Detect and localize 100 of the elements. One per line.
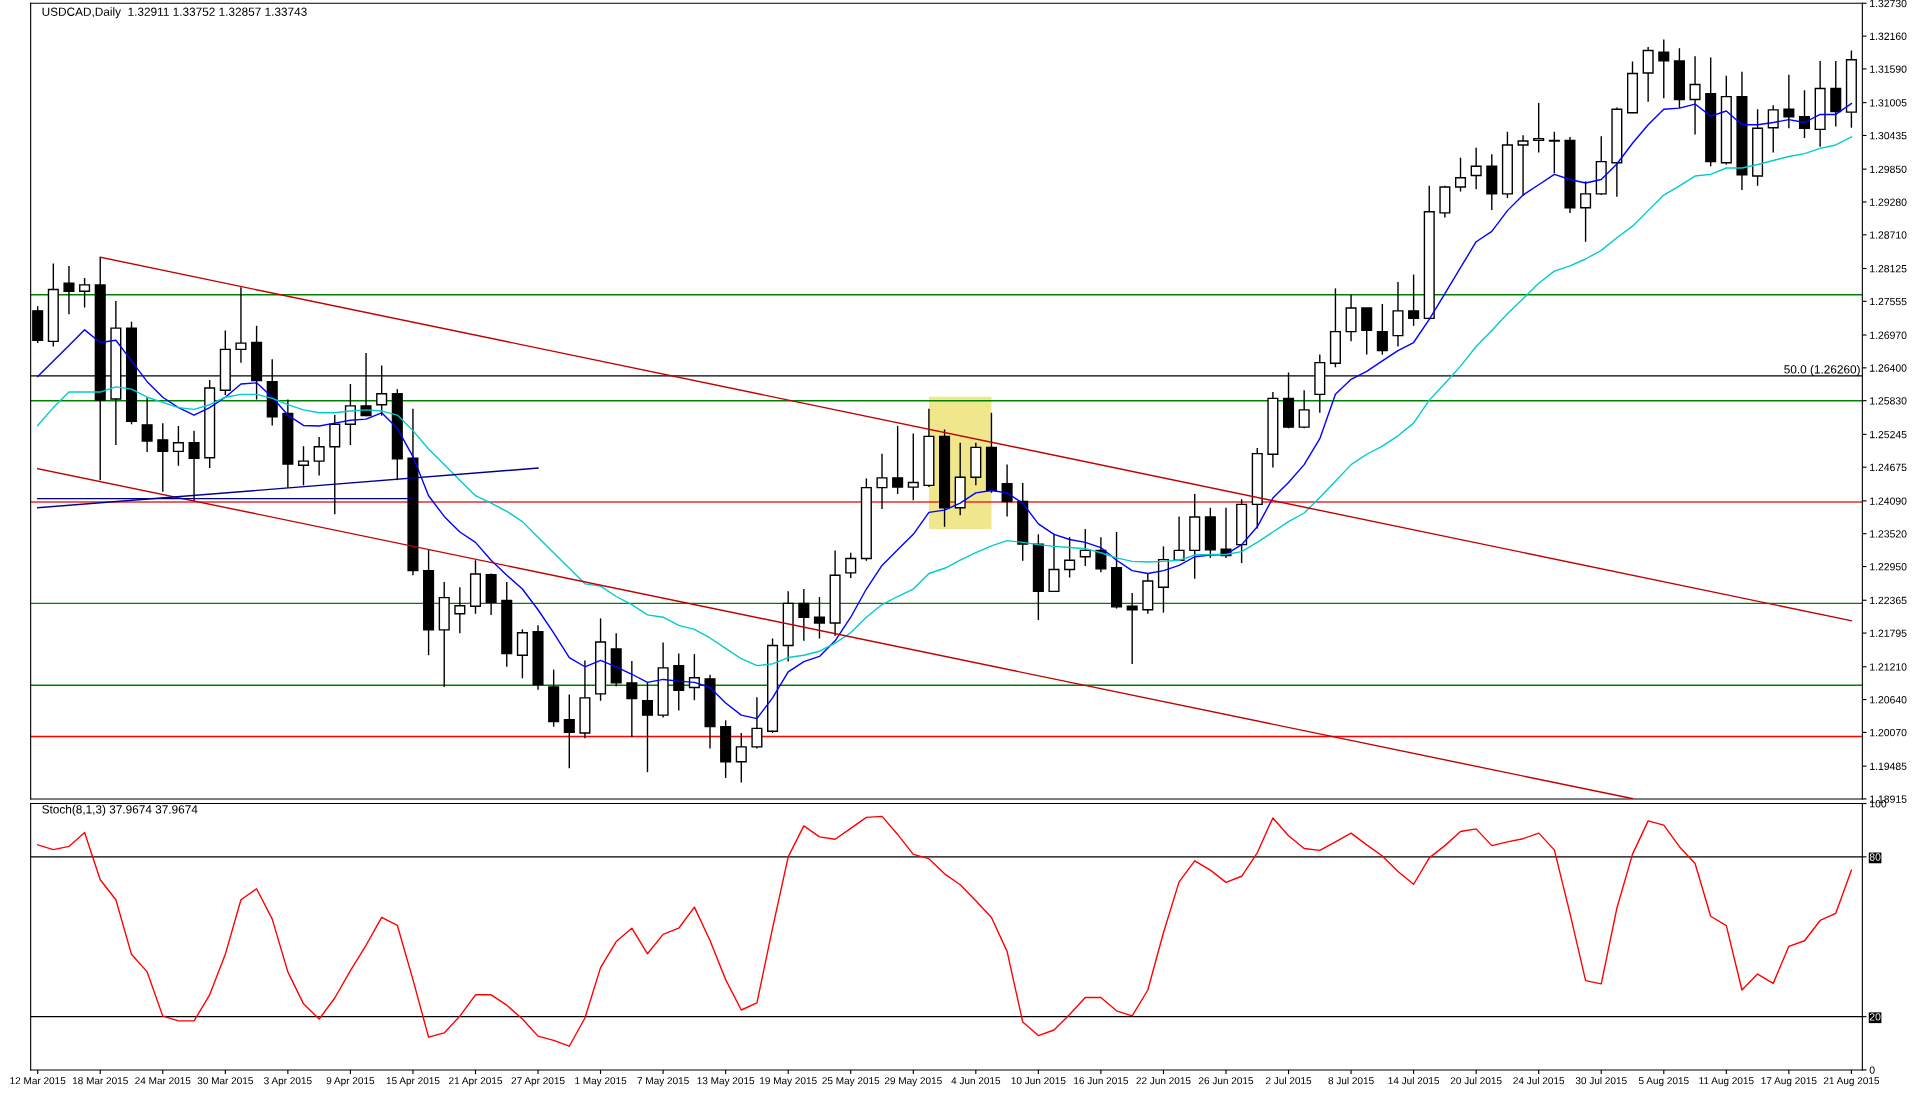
- y-tick-label: 20: [1869, 1013, 1881, 1021]
- x-tick-label: 5 Aug 2015: [1638, 1077, 1689, 1087]
- x-tick-label: 19 May 2015: [760, 1077, 817, 1087]
- candlestick: [1376, 303, 1388, 356]
- candlestick: [454, 586, 466, 635]
- candlestick: [907, 432, 919, 502]
- y-tick-label: 80: [1869, 853, 1881, 861]
- candlestick: [1345, 294, 1357, 343]
- candlestick: [1454, 156, 1467, 193]
- candlestick: [1470, 147, 1482, 191]
- candlestick: [141, 396, 153, 453]
- candlestick: [516, 628, 528, 679]
- x-tick-label: 7 May 2015: [637, 1077, 689, 1087]
- candlestick: [563, 693, 575, 769]
- y-tick-label: 0: [1869, 1066, 1875, 1074]
- x-tick-label: 10 Jun 2015: [1011, 1077, 1066, 1085]
- line-series: [36, 815, 1853, 1047]
- x-tick-label: 20 Jul 2015: [1450, 1076, 1502, 1085]
- y-tick-label: 1.21210: [1870, 663, 1907, 671]
- y-tick-label: 1.32160: [1870, 32, 1907, 40]
- candlestick: [1642, 46, 1654, 103]
- x-tick-label: 12 Mar 2015: [10, 1077, 66, 1085]
- candlestick: [1408, 273, 1420, 327]
- candlestick: [1517, 134, 1529, 197]
- x-tick-label: 25 May 2015: [822, 1077, 880, 1087]
- candlestick: [813, 596, 826, 640]
- y-tick-label: 1.25245: [1870, 430, 1907, 439]
- chart-title: USDCAD,Daily 1.32911 1.33752 1.32857 1.33743: [42, 7, 307, 19]
- candlestick: [172, 425, 184, 467]
- candlestick: [1830, 60, 1842, 128]
- ref-line-label: 50.0 (1.26260): [1784, 364, 1860, 376]
- y-tick-label: 1.20070: [1870, 728, 1907, 737]
- y-tick-label: 1.24675: [1870, 463, 1907, 472]
- candlestick: [1048, 533, 1060, 593]
- candlestick: [751, 696, 763, 750]
- y-tick-label: 1.28125: [1870, 265, 1907, 273]
- y-tick-label: 1.27555: [1870, 297, 1907, 306]
- y-tick-label: 1.22365: [1870, 596, 1907, 605]
- x-tick-label: 22 Jun 2015: [1136, 1077, 1191, 1085]
- x-tick-label: 14 Jul 2015: [1388, 1076, 1440, 1085]
- x-tick-label: 27 Apr 2015: [511, 1077, 565, 1087]
- candlestick: [1095, 536, 1107, 574]
- candlestick: [1001, 463, 1013, 518]
- x-tick-label: 24 Jul 2015: [1513, 1076, 1565, 1085]
- candlestick: [735, 732, 747, 784]
- y-tick-label: 1.21795: [1870, 629, 1907, 637]
- candlestick: [1298, 389, 1310, 430]
- y-tick-label: 1.32730: [1870, 0, 1907, 8]
- x-tick-label: 4 Jun 2015: [951, 1077, 1001, 1085]
- y-tick-label: 1.24090: [1870, 497, 1907, 505]
- x-tick-label: 15 Apr 2015: [386, 1077, 440, 1087]
- candlestick: [63, 265, 75, 315]
- candlestick: [313, 436, 325, 477]
- candlestick: [1689, 55, 1701, 136]
- y-tick-label: 1.19485: [1870, 762, 1907, 770]
- y-tick-label: 1.26970: [1870, 331, 1907, 339]
- x-tick-label: 17 Aug 2015: [1761, 1077, 1817, 1087]
- candlestick: [626, 660, 638, 738]
- y-tick-label: 1.31590: [1870, 65, 1907, 73]
- x-tick-label: 3 Apr 2015: [264, 1077, 312, 1087]
- x-tick-label: 21 Aug 2015: [1823, 1077, 1880, 1087]
- y-tick-label: 1.23520: [1870, 530, 1907, 538]
- y-tick-label: 1.26400: [1870, 364, 1907, 372]
- x-tick-label: 29 May 2015: [884, 1077, 942, 1087]
- x-tick-label: 26 Jun 2015: [1198, 1077, 1254, 1085]
- candlestick: [79, 277, 91, 309]
- y-tick-label: 1.29280: [1870, 198, 1907, 206]
- y-tick-label: 1.28710: [1870, 231, 1907, 239]
- candlestick: [329, 414, 341, 515]
- candlestick: [1548, 131, 1560, 174]
- x-tick-label: 16 Jun 2015: [1074, 1077, 1129, 1085]
- candlestick: [876, 452, 888, 510]
- candlestick: [157, 422, 169, 493]
- x-tick-label: 18 Mar 2015: [72, 1077, 128, 1085]
- candlestick: [892, 425, 904, 495]
- x-tick-label: 9 Apr 2015: [326, 1077, 375, 1087]
- x-tick-label: 24 Mar 2015: [135, 1077, 191, 1085]
- x-tick-label: 8 Jul 2015: [1328, 1076, 1374, 1085]
- y-tick-label: 1.22950: [1870, 563, 1907, 571]
- candlestick: [297, 445, 310, 487]
- candlestick: [1533, 102, 1545, 154]
- x-tick-label: 30 Mar 2015: [197, 1077, 253, 1085]
- candlestick: [235, 286, 247, 364]
- candlestick: [1079, 528, 1091, 567]
- y-tick-label: 1.25830: [1870, 397, 1907, 405]
- x-tick-label: 1 May 2015: [575, 1077, 627, 1087]
- y-tick-label: 1.29850: [1870, 165, 1907, 174]
- candlestick: [1767, 104, 1779, 154]
- candlestick: [1064, 536, 1076, 579]
- candlestick: [641, 681, 654, 773]
- y-tick-label: 1.30435: [1870, 131, 1907, 140]
- chart-title: Stoch(8,1,3) 37.9674 37.9674: [42, 804, 198, 816]
- x-tick-label: 30 Jul 2015: [1575, 1076, 1627, 1085]
- candlestick: [1361, 307, 1373, 356]
- x-tick-label: 13 May 2015: [697, 1077, 755, 1087]
- candlestick: [798, 588, 810, 642]
- y-tick-label: 1.31005: [1870, 99, 1907, 107]
- y-tick-label: 1.20640: [1870, 696, 1907, 704]
- candlestick: [1580, 180, 1592, 243]
- candlestick: [1658, 38, 1670, 100]
